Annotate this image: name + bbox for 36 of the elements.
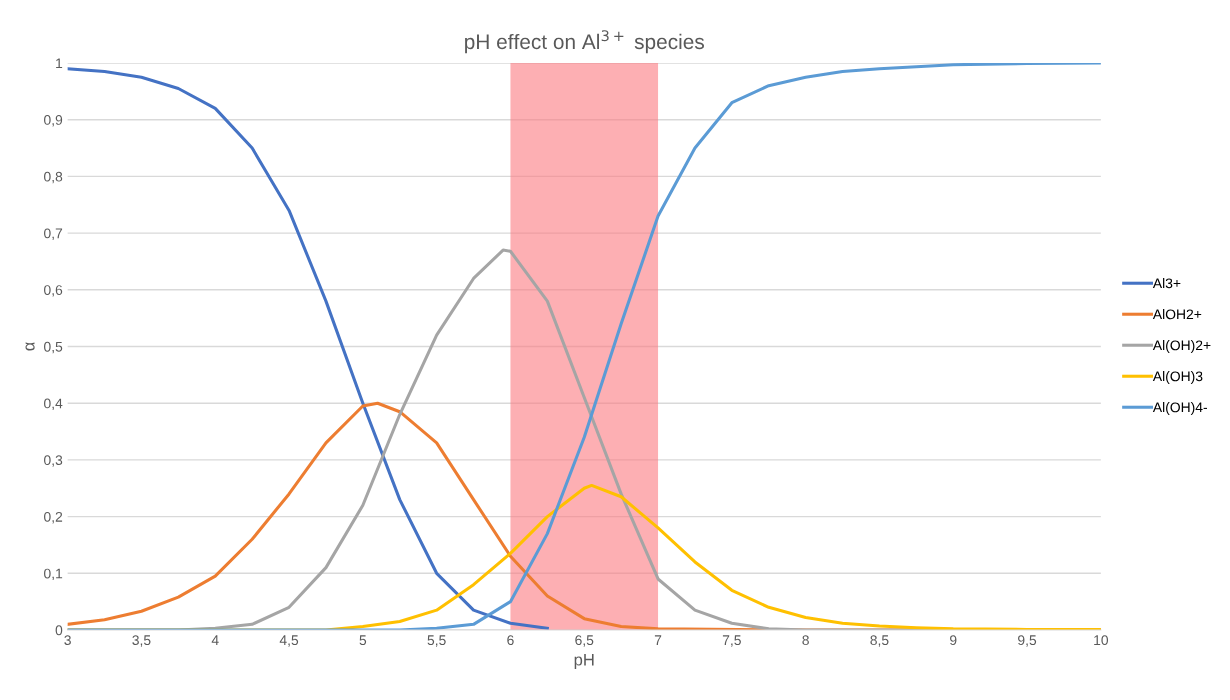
y-tick-label: 0,9 xyxy=(44,115,63,127)
y-tick-label: 1 xyxy=(56,58,63,69)
y-tick-label: 0,2 xyxy=(44,511,63,524)
y-tick-label: 0 xyxy=(55,625,63,636)
x-tick-label: 7,5 xyxy=(722,635,741,647)
chart-title: pH effect on Al$^{3+}$ species xyxy=(465,30,704,54)
legend-label: Al3+ xyxy=(1152,278,1181,289)
x-tick-label: 7 xyxy=(654,635,662,645)
y-tick-label: 0,6 xyxy=(44,285,63,297)
x-tick-label: 6,5 xyxy=(575,635,594,647)
y-tick-label: 0,7 xyxy=(44,228,63,240)
line-series xyxy=(67,63,1101,630)
x-tick-label: 9,5 xyxy=(1018,635,1037,647)
x-tick-label: 5,5 xyxy=(427,635,446,647)
x-tick-label: 8,5 xyxy=(870,635,889,647)
y-tick-label: 0,3 xyxy=(44,455,63,467)
y-tick-label: 0,1 xyxy=(44,568,63,581)
legend-label: AlOH2+ xyxy=(1152,309,1202,320)
y-axis-title: α xyxy=(25,342,35,351)
x-tick-label: 3 xyxy=(64,635,71,646)
x-tick-label: 5 xyxy=(359,635,367,646)
line-series xyxy=(67,67,549,630)
x-tick-label: 6 xyxy=(507,635,514,646)
legend-label: Al(OH)2+ xyxy=(1152,340,1211,353)
x-tick-label: 8 xyxy=(802,635,809,646)
y-tick-label: 0,4 xyxy=(44,398,63,411)
y-tick-label: 0,5 xyxy=(44,341,63,354)
x-tick-label: 4,5 xyxy=(279,635,299,647)
x-axis-title: pH xyxy=(574,653,594,669)
x-tick-label: 4 xyxy=(211,635,219,645)
x-tick-label: 3,5 xyxy=(132,635,151,647)
x-tick-label: 9 xyxy=(950,635,957,646)
x-tick-label: 10 xyxy=(1094,635,1109,646)
legend-label: Al(OH)3 xyxy=(1152,371,1203,384)
y-tick-label: 0,8 xyxy=(44,171,63,184)
legend-label: Al(OH)4- xyxy=(1152,402,1208,415)
